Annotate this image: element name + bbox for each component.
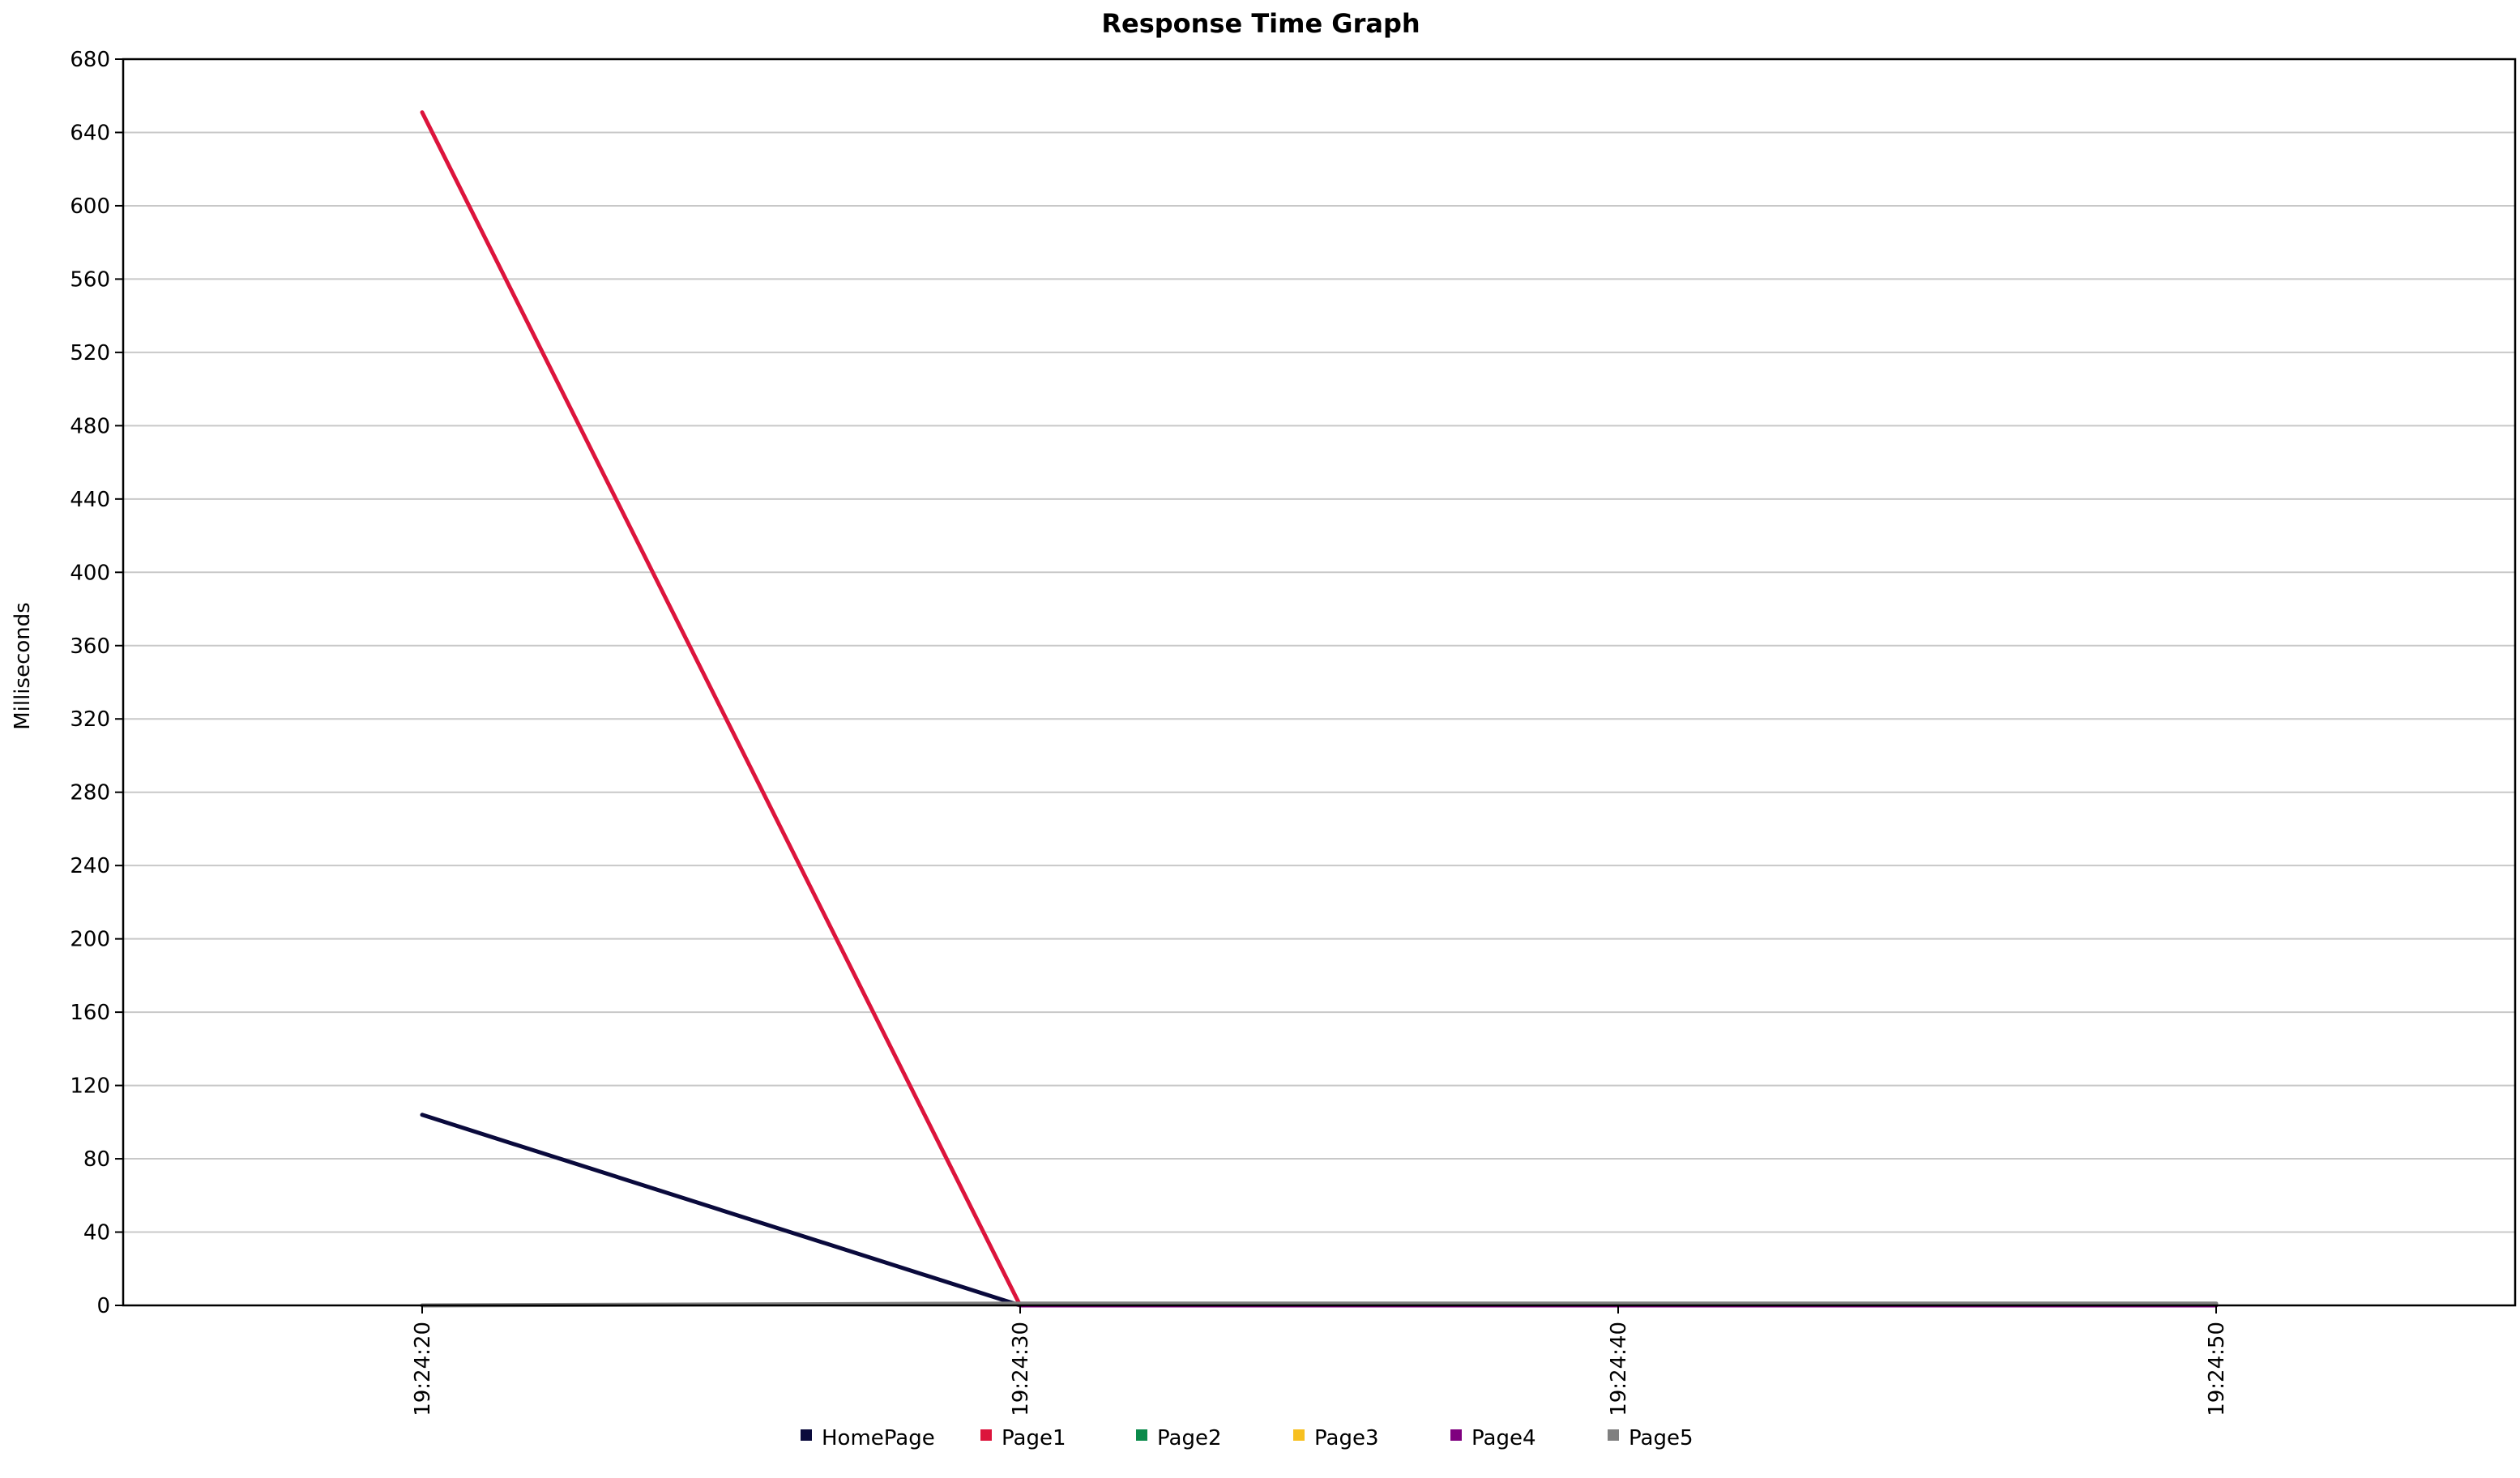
y-tick-label: 680 xyxy=(70,48,110,72)
series-line-homepage xyxy=(420,1113,1023,1308)
y-tick-label: 440 xyxy=(70,488,110,512)
legend-label-page3: Page3 xyxy=(1314,1426,1379,1450)
legend-swatch-page3 xyxy=(1293,1429,1305,1441)
y-tick-label: 560 xyxy=(70,267,110,292)
x-tick-label: 19:24:40 xyxy=(1607,1322,1631,1416)
y-tick-label: 280 xyxy=(70,781,110,805)
y-tick-label: 320 xyxy=(70,707,110,732)
gridlines xyxy=(123,131,2515,1233)
y-tick-label: 520 xyxy=(70,341,110,365)
y-tick-label: 120 xyxy=(70,1074,110,1099)
y-tick-label: 640 xyxy=(70,121,110,145)
legend-swatch-page4 xyxy=(1450,1429,1462,1441)
y-tick-label: 200 xyxy=(70,928,110,952)
y-axis-title: Milliseconds xyxy=(11,602,35,730)
y-tick-label: 240 xyxy=(70,854,110,878)
y-tick-label: 360 xyxy=(70,634,110,659)
chart-title: Response Time Graph xyxy=(1101,8,1420,39)
x-tick-label: 19:24:20 xyxy=(411,1322,435,1416)
legend: HomePage Page1 Page2 Page3 Page4 Page5 xyxy=(801,1426,1694,1450)
y-tick-label: 0 xyxy=(96,1294,110,1318)
series-line-page1 xyxy=(420,110,1023,1308)
y-tick-label: 600 xyxy=(70,194,110,219)
y-tick-label: 400 xyxy=(70,561,110,585)
legend-label-page4: Page4 xyxy=(1471,1426,1536,1450)
y-tick-label: 40 xyxy=(83,1221,110,1245)
plot-area-border xyxy=(122,58,2517,1307)
legend-swatch-page1 xyxy=(980,1429,992,1441)
x-tick-label: 19:24:30 xyxy=(1009,1322,1033,1416)
y-tick-label: 80 xyxy=(83,1147,110,1172)
x-axis: 19:24:20 19:24:30 19:24:40 19:24:50 xyxy=(411,1305,2229,1416)
legend-label-page5: Page5 xyxy=(1629,1426,1694,1450)
legend-swatch-homepage xyxy=(801,1429,812,1441)
legend-label-homepage: HomePage xyxy=(822,1426,935,1450)
legend-swatch-page5 xyxy=(1608,1429,1619,1441)
x-tick-label: 19:24:50 xyxy=(2205,1322,2229,1416)
legend-label-page2: Page2 xyxy=(1157,1426,1222,1450)
y-tick-label: 160 xyxy=(70,1001,110,1025)
y-tick-label: 480 xyxy=(70,414,110,438)
y-axis: 0 40 80 120 160 200 240 280 320 360 400 440 480 520 56… xyxy=(70,48,123,1318)
legend-swatch-page2 xyxy=(1136,1429,1147,1441)
legend-label-page1: Page1 xyxy=(1002,1426,1066,1450)
